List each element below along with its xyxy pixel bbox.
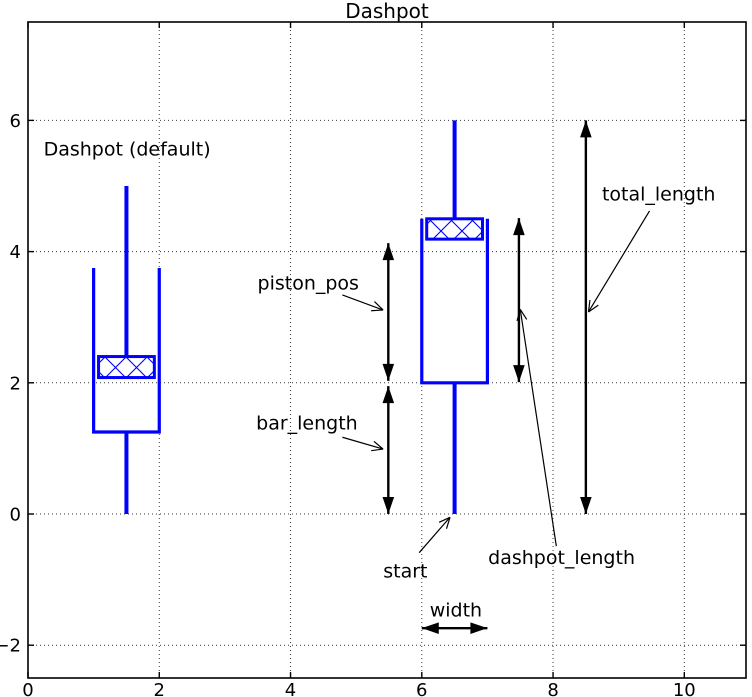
piston-pos-dimension: [382, 243, 395, 381]
leader-arrowhead: [374, 301, 384, 311]
x-tick-label: 0: [22, 680, 33, 697]
total-length-dimension: [580, 120, 592, 514]
bar-length-label: bar_length: [256, 412, 384, 452]
dashpot-default: [92, 186, 161, 514]
x-tick-label: 2: [154, 680, 165, 697]
y-tick-label: 4: [10, 242, 21, 263]
arrowhead: [580, 497, 592, 514]
y-tick-label: 0: [10, 505, 21, 526]
leader-arrowhead: [371, 309, 384, 312]
axes-spines: [27, 21, 747, 679]
leader-line: [519, 309, 557, 547]
leader-line: [342, 436, 384, 450]
width-dimension: [421, 622, 488, 634]
leader-arrowhead: [373, 440, 384, 450]
leader-arrowhead: [588, 304, 599, 313]
leader-line: [342, 294, 384, 311]
arrowhead: [382, 243, 395, 261]
dashpot-length-label-text: dashpot_length: [488, 547, 635, 569]
tick-marks: [27, 22, 746, 678]
leader-arrowhead: [519, 309, 528, 320]
leader-line: [587, 210, 651, 313]
dashpot-custom: [420, 120, 490, 514]
dashpot-cup: [420, 218, 490, 385]
x-tick-label: 6: [416, 680, 427, 697]
width-label: width: [430, 599, 482, 621]
arrowhead: [470, 622, 488, 634]
y-tick-label: 2: [10, 373, 21, 394]
arrowhead: [513, 218, 525, 236]
y-tick-label: 6: [10, 111, 21, 132]
leader-arrowhead: [371, 448, 384, 452]
y-tick-label: −2: [0, 636, 21, 657]
bar-length-label-text: bar_length: [256, 412, 358, 434]
arrowhead: [513, 365, 525, 383]
dashpot-piston: [425, 217, 484, 241]
leader-arrowhead: [438, 516, 451, 523]
leader-arrowhead: [445, 517, 451, 529]
arrowhead: [382, 363, 395, 381]
x-tick-label: 4: [285, 680, 296, 697]
arrowhead: [421, 622, 439, 634]
total-length-label-text: total_length: [602, 184, 716, 206]
total-length-label: total_length: [587, 184, 716, 313]
dashpot-length-dimension: [513, 218, 525, 383]
dashpot-default-label: Dashpot (default): [44, 138, 211, 160]
piston-pos-label: piston_pos: [258, 273, 384, 312]
leader-arrowhead: [587, 299, 591, 313]
dashpot-piston: [97, 355, 156, 380]
plot-title: Dashpot: [345, 0, 429, 23]
x-tick-label: 10: [673, 680, 696, 697]
bar-length-dimension: [382, 386, 395, 514]
x-tick-label: 8: [547, 680, 558, 697]
start-label: start: [383, 516, 451, 583]
leader-arrowhead: [516, 309, 521, 322]
dashpot-length-label: dashpot_length: [488, 309, 635, 569]
start-label-text: start: [383, 561, 427, 583]
width-label-text: width: [430, 599, 482, 621]
arrowhead: [580, 120, 592, 138]
arrowhead: [382, 386, 395, 404]
arrowhead: [382, 497, 395, 514]
piston-pos-label-text: piston_pos: [258, 273, 359, 295]
leader-line: [418, 516, 451, 554]
